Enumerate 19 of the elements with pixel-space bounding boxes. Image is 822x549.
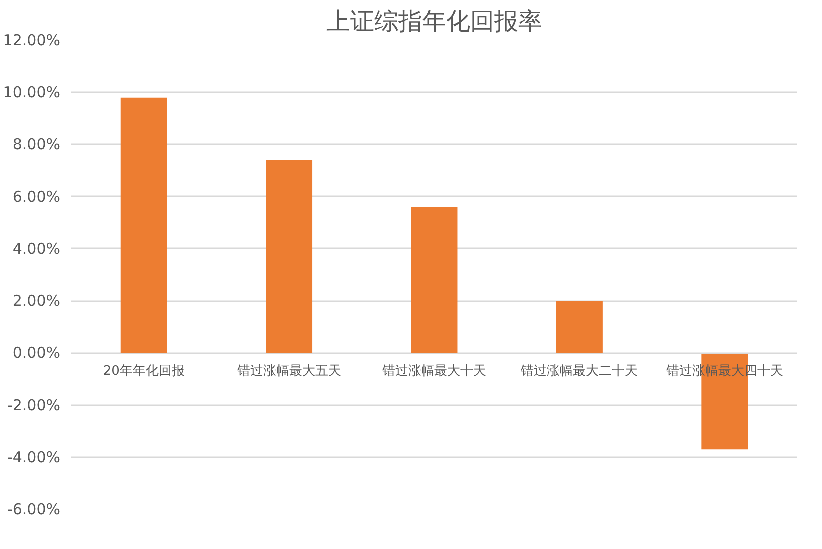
x-tick-label: 错过涨幅最大十天 xyxy=(382,364,486,380)
bar xyxy=(266,160,313,354)
x-tick-label: 错过涨幅最大五天 xyxy=(236,364,342,380)
y-tick-label: 4.00% xyxy=(12,240,61,258)
x-tick-label: 错过涨幅最大二十天 xyxy=(520,364,638,380)
x-tick-label: 20年年化回报 xyxy=(103,364,185,380)
bar xyxy=(411,207,458,354)
y-tick-label: -4.00% xyxy=(7,448,61,466)
y-tick-label: 12.00% xyxy=(3,32,61,50)
y-tick-label: -6.00% xyxy=(7,500,61,518)
bar xyxy=(556,301,603,354)
y-tick-label: 6.00% xyxy=(12,188,61,206)
bar xyxy=(120,98,168,354)
y-tick-label: 2.00% xyxy=(12,292,61,310)
y-tick-label: 0.00% xyxy=(12,344,61,362)
chart-title: 上证综指年化回报率 xyxy=(326,8,542,36)
y-tick-label: 10.00% xyxy=(3,84,61,102)
y-tick-label: 8.00% xyxy=(12,136,61,154)
y-tick-label: -2.00% xyxy=(7,396,61,414)
